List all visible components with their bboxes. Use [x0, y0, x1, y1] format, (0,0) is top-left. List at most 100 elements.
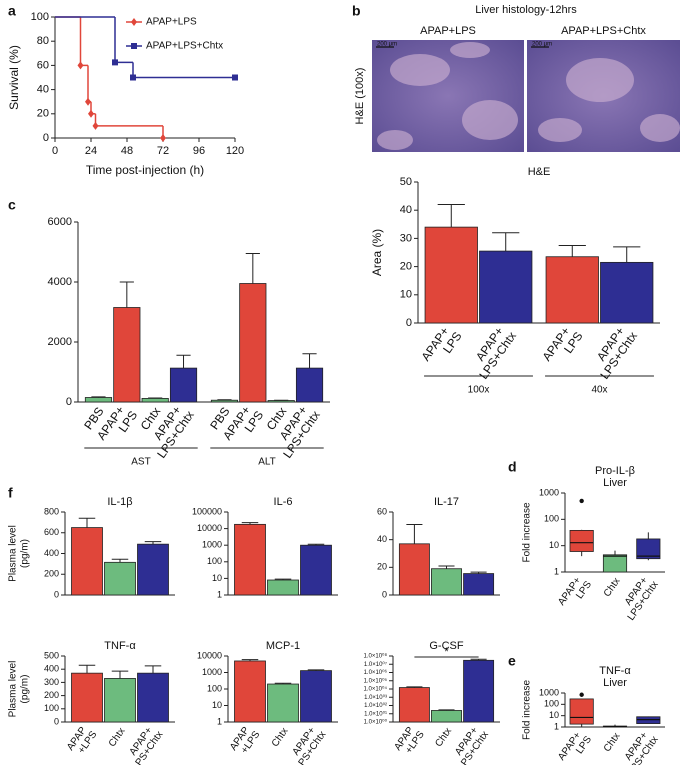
y-tick-label: 500 [44, 650, 59, 660]
marker [85, 97, 91, 106]
marker [130, 74, 136, 81]
y-axis-label: Survival (%) [7, 45, 21, 110]
outlier [579, 692, 584, 697]
box [569, 698, 594, 725]
y-tick-label: 1 [217, 589, 222, 599]
y-tick-label: 0 [54, 716, 59, 726]
y-tick-label: 50 [400, 176, 412, 188]
legend-label: APAP+LPS [146, 17, 197, 28]
category-label: APAP +LPS [228, 723, 263, 759]
bar [424, 226, 478, 324]
y-tick-label: 1.0×10⁰⁸ [364, 653, 388, 660]
y-tick-label: 1.0×10⁰⁴ [363, 686, 387, 693]
y-tick-label: 100 [544, 514, 559, 524]
tissue-region [377, 130, 413, 150]
x-tick-label: 48 [121, 145, 133, 157]
marker [88, 109, 94, 118]
marker [131, 18, 137, 26]
outlier [579, 498, 584, 504]
error-bar [119, 281, 134, 308]
error-bar [437, 204, 465, 228]
y-tick-label: 80 [37, 35, 49, 47]
y-tick-label: 0 [43, 132, 49, 144]
y-tick-label: 1000 [539, 487, 559, 497]
y-tick-label: 100 [207, 556, 222, 566]
y-tick-label: 1.0×10⁰¹ [364, 710, 387, 717]
bar [137, 672, 169, 723]
y-tick-label: 4000 [48, 276, 72, 288]
category-label: APAP+ LPS [540, 322, 586, 372]
chart-title: Pro-IL-β [595, 465, 635, 477]
image-label: APAP+LPS [420, 25, 476, 37]
category-label: Chtx [602, 731, 623, 754]
y-tick-label: 1000 [202, 540, 222, 550]
tissue-region [538, 118, 582, 142]
bar [267, 579, 299, 596]
category-label: APAP+ LPS+Chtx [616, 573, 660, 623]
y-tick-label: 100 [207, 683, 222, 693]
panel-letter: b [352, 3, 361, 19]
bar [545, 256, 599, 324]
y-tick-label: 1.0×10⁰⁷ [364, 661, 387, 668]
y-tick-label: 60 [377, 506, 387, 516]
bar [234, 523, 266, 596]
bar [267, 683, 299, 723]
y-tick-label: 1000 [202, 667, 222, 677]
significance-label: * [444, 646, 449, 658]
tissue-region [566, 58, 634, 102]
bar [300, 544, 332, 596]
category-label: APAP+ LPS [556, 728, 594, 765]
x-tick-label: 72 [157, 145, 169, 157]
y-tick-label: 10 [212, 573, 222, 583]
y-tick-label: 200 [44, 690, 59, 700]
y-tick-label: 10 [212, 700, 222, 710]
category-label: APAP+ LPS+Chtx [587, 322, 640, 382]
marker [232, 74, 238, 81]
y-tick-label: 30 [400, 232, 412, 244]
category-label: Chtx [602, 576, 623, 599]
y-tick-label: 6000 [48, 216, 72, 228]
y-tick-label: 200 [44, 569, 59, 579]
y-axis-label: Plasma level [8, 661, 19, 718]
y-tick-label: 100 [44, 703, 59, 713]
marker [131, 43, 137, 49]
bar [431, 710, 462, 723]
chart-title: H&E [528, 166, 551, 178]
y-tick-label: 1.0×10⁰³ [364, 694, 387, 701]
panel-letter: a [8, 3, 16, 19]
box [569, 529, 594, 552]
bar [479, 250, 533, 324]
y-axis-label: (pg/m) [20, 675, 31, 704]
bar [463, 659, 495, 723]
bar [398, 543, 430, 596]
error-bar [406, 523, 423, 544]
y-tick-label: 20 [377, 562, 387, 572]
panel-letter: d [508, 459, 517, 475]
category-label: APAP+ LPS+Chtx [284, 723, 328, 765]
y-tick-label: 0 [382, 589, 387, 599]
y-tick-label: 800 [44, 506, 59, 516]
chart-title: MCP-1 [266, 640, 300, 652]
chart-title: Liver [603, 677, 627, 689]
category-label: APAP+ LPS [220, 401, 266, 451]
y-axis-label: Fold increase [522, 502, 533, 562]
error-bar [144, 541, 162, 545]
y-tick-label: 10000 [197, 650, 222, 660]
chart-title: Liver [603, 477, 627, 489]
panel-letter: c [8, 197, 16, 213]
bar [71, 527, 103, 596]
bar [239, 283, 267, 403]
chart-title: IL-17 [434, 496, 459, 508]
error-bar [613, 246, 641, 263]
category-label: APAP+ LPS+Chtx [616, 728, 660, 765]
y-tick-label: 100000 [192, 506, 222, 516]
y-tick-label: 300 [44, 677, 59, 687]
tissue-region [450, 42, 490, 58]
y-tick-label: 1000 [539, 687, 559, 697]
marker [92, 121, 99, 130]
y-tick-label: 400 [44, 664, 59, 674]
y-tick-label: 1.0×10⁰⁵ [364, 677, 388, 684]
box [636, 538, 661, 560]
bar [137, 543, 169, 596]
